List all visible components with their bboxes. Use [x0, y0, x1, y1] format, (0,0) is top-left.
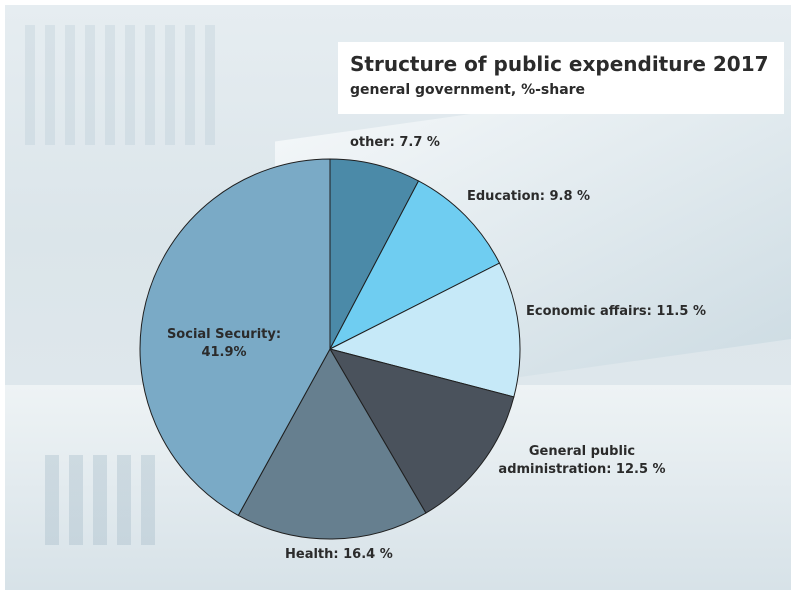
background-bar-shadow: [45, 455, 165, 545]
slice-label-social-security: Social Security: 41.9%: [166, 327, 282, 360]
slice-label-health: Health: 16.4 %: [285, 547, 393, 562]
pie-slice-social-security: [139, 158, 331, 517]
title-box: Structure of public expenditure 2017 gen…: [338, 42, 784, 114]
slice-label-other: other: 7.7 %: [350, 135, 440, 150]
chart-subtitle: general government, %-share: [350, 82, 586, 98]
pie-slice-general-public-administration: [328, 348, 515, 514]
slice-label-general-public-administration: General public administration: 12.5 %: [498, 444, 666, 477]
pie-slice-other: [329, 158, 420, 350]
chart-title: Structure of public expenditure 2017: [350, 52, 769, 76]
pie-slice-education: [328, 180, 501, 351]
pie-slice-health: [237, 347, 427, 540]
chart-frame: Structure of public expenditure 2017 gen…: [5, 5, 791, 590]
slice-label-economic-affairs: Economic affairs: 11.5 %: [526, 304, 706, 319]
slice-label-education: Education: 9.8 %: [467, 189, 591, 204]
pie-chart: [139, 158, 521, 540]
background-chart-shadow: [25, 25, 225, 145]
pie-slice-economic-affairs: [328, 262, 521, 398]
